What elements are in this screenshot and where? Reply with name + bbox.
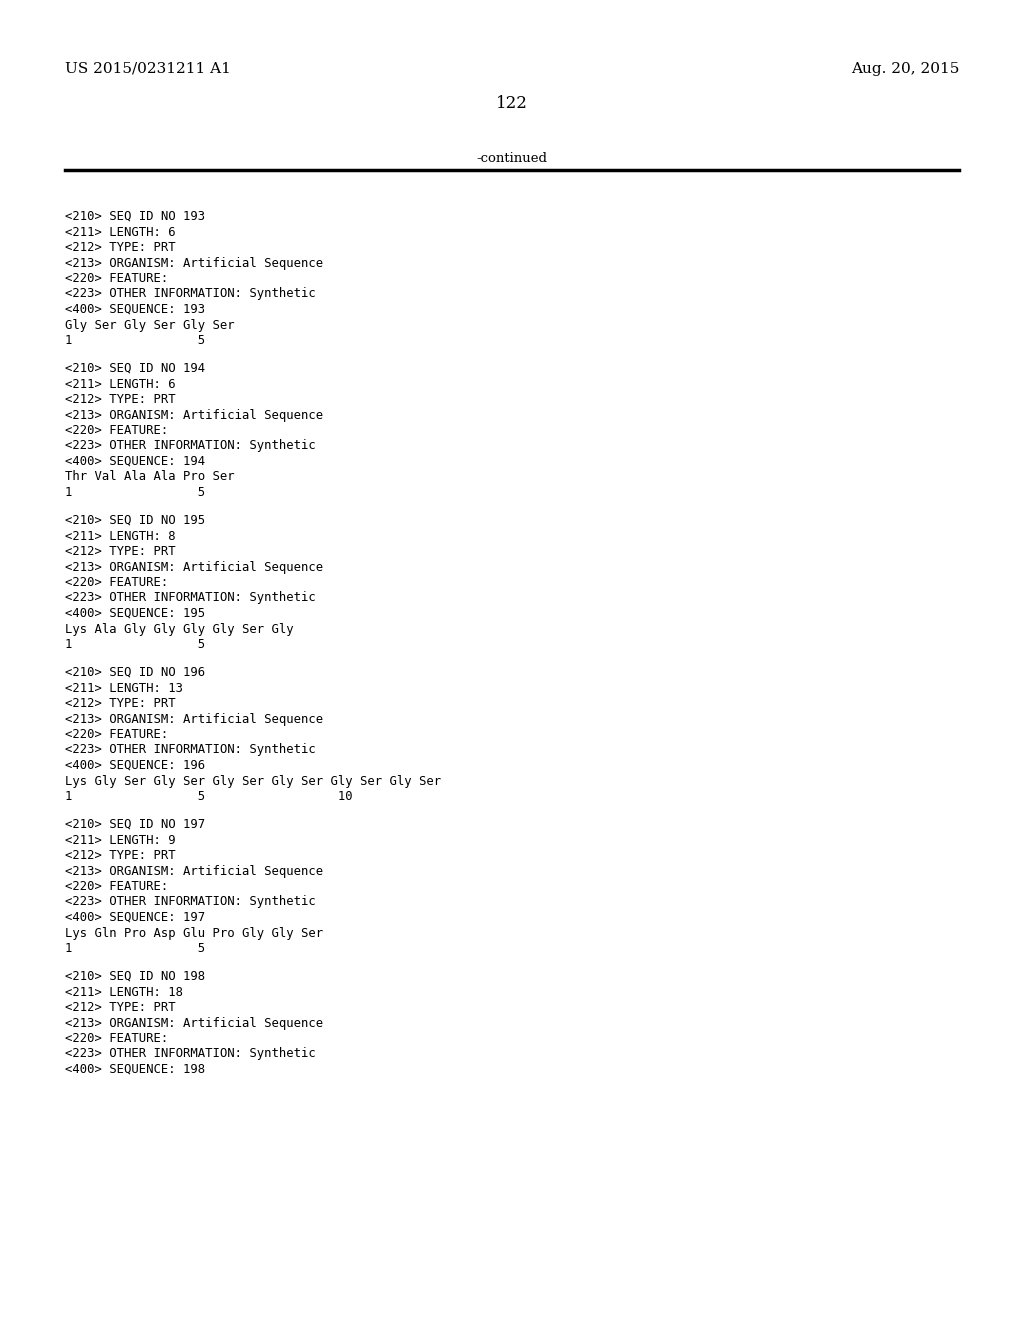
Text: <220> FEATURE:: <220> FEATURE: bbox=[65, 576, 168, 589]
Text: 1                 5: 1 5 bbox=[65, 334, 205, 347]
Text: Lys Ala Gly Gly Gly Gly Ser Gly: Lys Ala Gly Gly Gly Gly Ser Gly bbox=[65, 623, 294, 635]
Text: 122: 122 bbox=[496, 95, 528, 112]
Text: <211> LENGTH: 9: <211> LENGTH: 9 bbox=[65, 833, 176, 846]
Text: Lys Gly Ser Gly Ser Gly Ser Gly Ser Gly Ser Gly Ser: Lys Gly Ser Gly Ser Gly Ser Gly Ser Gly … bbox=[65, 775, 441, 788]
Text: <223> OTHER INFORMATION: Synthetic: <223> OTHER INFORMATION: Synthetic bbox=[65, 743, 315, 756]
Text: <213> ORGANISM: Artificial Sequence: <213> ORGANISM: Artificial Sequence bbox=[65, 561, 324, 573]
Text: -continued: -continued bbox=[476, 152, 548, 165]
Text: <212> TYPE: PRT: <212> TYPE: PRT bbox=[65, 697, 176, 710]
Text: <213> ORGANISM: Artificial Sequence: <213> ORGANISM: Artificial Sequence bbox=[65, 408, 324, 421]
Text: <212> TYPE: PRT: <212> TYPE: PRT bbox=[65, 849, 176, 862]
Text: 1                 5: 1 5 bbox=[65, 638, 205, 651]
Text: <213> ORGANISM: Artificial Sequence: <213> ORGANISM: Artificial Sequence bbox=[65, 865, 324, 878]
Text: 1                 5                  10: 1 5 10 bbox=[65, 789, 352, 803]
Text: <210> SEQ ID NO 196: <210> SEQ ID NO 196 bbox=[65, 667, 205, 678]
Text: <400> SEQUENCE: 194: <400> SEQUENCE: 194 bbox=[65, 455, 205, 469]
Text: Aug. 20, 2015: Aug. 20, 2015 bbox=[851, 62, 959, 77]
Text: 1                 5: 1 5 bbox=[65, 942, 205, 954]
Text: <400> SEQUENCE: 196: <400> SEQUENCE: 196 bbox=[65, 759, 205, 772]
Text: <210> SEQ ID NO 194: <210> SEQ ID NO 194 bbox=[65, 362, 205, 375]
Text: <212> TYPE: PRT: <212> TYPE: PRT bbox=[65, 393, 176, 407]
Text: <220> FEATURE:: <220> FEATURE: bbox=[65, 729, 168, 741]
Text: <211> LENGTH: 6: <211> LENGTH: 6 bbox=[65, 226, 176, 239]
Text: <211> LENGTH: 8: <211> LENGTH: 8 bbox=[65, 529, 176, 543]
Text: <400> SEQUENCE: 193: <400> SEQUENCE: 193 bbox=[65, 304, 205, 315]
Text: <213> ORGANISM: Artificial Sequence: <213> ORGANISM: Artificial Sequence bbox=[65, 713, 324, 726]
Text: <210> SEQ ID NO 195: <210> SEQ ID NO 195 bbox=[65, 513, 205, 527]
Text: US 2015/0231211 A1: US 2015/0231211 A1 bbox=[65, 62, 230, 77]
Text: Lys Gln Pro Asp Glu Pro Gly Gly Ser: Lys Gln Pro Asp Glu Pro Gly Gly Ser bbox=[65, 927, 324, 940]
Text: <212> TYPE: PRT: <212> TYPE: PRT bbox=[65, 242, 176, 253]
Text: <220> FEATURE:: <220> FEATURE: bbox=[65, 424, 168, 437]
Text: <212> TYPE: PRT: <212> TYPE: PRT bbox=[65, 545, 176, 558]
Text: <211> LENGTH: 13: <211> LENGTH: 13 bbox=[65, 681, 183, 694]
Text: <220> FEATURE:: <220> FEATURE: bbox=[65, 272, 168, 285]
Text: <211> LENGTH: 18: <211> LENGTH: 18 bbox=[65, 986, 183, 998]
Text: <210> SEQ ID NO 198: <210> SEQ ID NO 198 bbox=[65, 970, 205, 983]
Text: <400> SEQUENCE: 197: <400> SEQUENCE: 197 bbox=[65, 911, 205, 924]
Text: <210> SEQ ID NO 193: <210> SEQ ID NO 193 bbox=[65, 210, 205, 223]
Text: Gly Ser Gly Ser Gly Ser: Gly Ser Gly Ser Gly Ser bbox=[65, 318, 234, 331]
Text: <223> OTHER INFORMATION: Synthetic: <223> OTHER INFORMATION: Synthetic bbox=[65, 895, 315, 908]
Text: Thr Val Ala Ala Pro Ser: Thr Val Ala Ala Pro Ser bbox=[65, 470, 234, 483]
Text: <223> OTHER INFORMATION: Synthetic: <223> OTHER INFORMATION: Synthetic bbox=[65, 1048, 315, 1060]
Text: <220> FEATURE:: <220> FEATURE: bbox=[65, 1032, 168, 1045]
Text: <223> OTHER INFORMATION: Synthetic: <223> OTHER INFORMATION: Synthetic bbox=[65, 288, 315, 301]
Text: 1                 5: 1 5 bbox=[65, 486, 205, 499]
Text: <211> LENGTH: 6: <211> LENGTH: 6 bbox=[65, 378, 176, 391]
Text: <213> ORGANISM: Artificial Sequence: <213> ORGANISM: Artificial Sequence bbox=[65, 1016, 324, 1030]
Text: <400> SEQUENCE: 198: <400> SEQUENCE: 198 bbox=[65, 1063, 205, 1076]
Text: <213> ORGANISM: Artificial Sequence: <213> ORGANISM: Artificial Sequence bbox=[65, 256, 324, 269]
Text: <210> SEQ ID NO 197: <210> SEQ ID NO 197 bbox=[65, 818, 205, 832]
Text: <223> OTHER INFORMATION: Synthetic: <223> OTHER INFORMATION: Synthetic bbox=[65, 591, 315, 605]
Text: <223> OTHER INFORMATION: Synthetic: <223> OTHER INFORMATION: Synthetic bbox=[65, 440, 315, 453]
Text: <220> FEATURE:: <220> FEATURE: bbox=[65, 880, 168, 894]
Text: <212> TYPE: PRT: <212> TYPE: PRT bbox=[65, 1001, 176, 1014]
Text: <400> SEQUENCE: 195: <400> SEQUENCE: 195 bbox=[65, 607, 205, 620]
